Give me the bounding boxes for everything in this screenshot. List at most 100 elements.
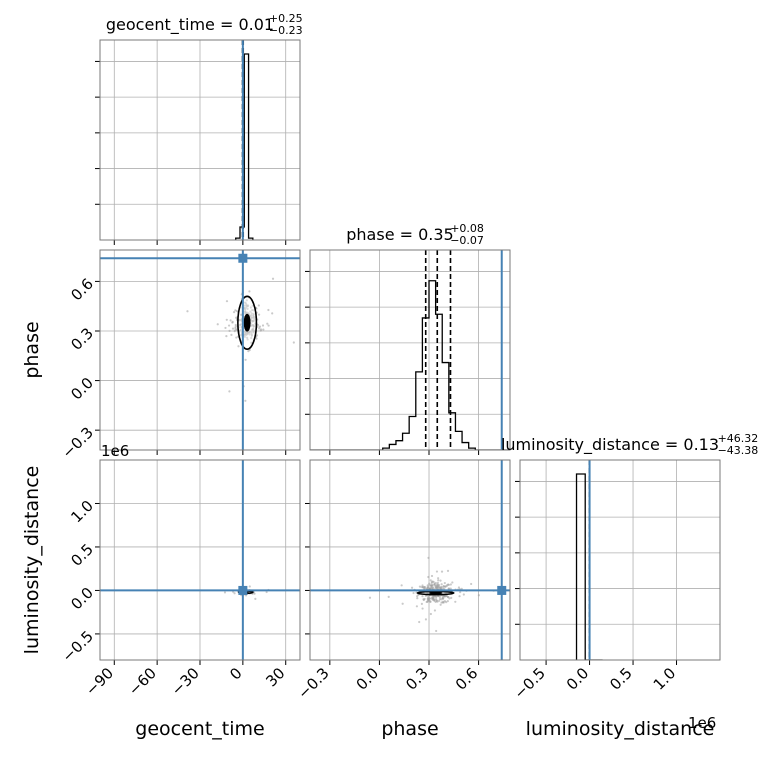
sample-point xyxy=(410,586,414,589)
sample-point xyxy=(250,312,253,315)
tick-label-x: 30 xyxy=(262,664,288,690)
tick-label-x: −30 xyxy=(168,664,203,699)
sample-point xyxy=(292,341,295,344)
sample-point xyxy=(265,590,268,594)
sample-point xyxy=(427,595,430,599)
sample-point xyxy=(416,597,419,600)
sample-point xyxy=(442,585,445,588)
truth-marker xyxy=(238,585,248,595)
scatter-panel-geocent_time-phase: −0.3 0.0 0.3 0.6 xyxy=(59,249,301,462)
sample-point xyxy=(454,600,457,603)
sample-point xyxy=(231,327,235,330)
panel-border xyxy=(309,459,511,661)
scatter-panel-geocent_time-phase-content xyxy=(100,250,300,450)
tick-label-y: 0.6 xyxy=(67,275,97,305)
sample-point xyxy=(433,583,436,586)
sample-point xyxy=(470,582,473,586)
sample-point xyxy=(438,597,442,601)
title-plus: +46.32 xyxy=(718,432,759,445)
panel-border xyxy=(99,39,301,241)
sample-point xyxy=(422,598,425,602)
sample-point xyxy=(427,556,430,559)
sample-point xyxy=(266,322,269,325)
scatter-panel-geocent_time-luminosity_distance: −90 −60 −30 0 30 −0.5 0.0 0.5 1.0 xyxy=(59,459,301,699)
sample-point xyxy=(235,316,238,319)
sample-point xyxy=(261,324,265,327)
scatter-panel-geocent_time-luminosity_distance-content xyxy=(100,460,300,660)
truth-marker xyxy=(497,585,507,595)
sample-point xyxy=(225,300,229,303)
sample-point xyxy=(446,569,450,572)
sample-point xyxy=(443,600,446,603)
sample-point xyxy=(235,336,238,339)
sample-point xyxy=(247,304,250,307)
sample-point xyxy=(247,331,251,334)
hist-panel-luminosity_distance-content xyxy=(520,460,720,660)
truth-marker xyxy=(238,253,248,263)
sample-point xyxy=(426,600,429,603)
y-offset-label: 1e6 xyxy=(101,442,129,460)
title-minus: −0.07 xyxy=(450,234,484,247)
sample-point xyxy=(447,583,450,586)
tick-label-y: 0.3 xyxy=(67,324,97,354)
tick-label-x: 0 xyxy=(226,664,245,683)
sample-point xyxy=(225,335,228,338)
sample-point xyxy=(440,583,443,586)
sample-point xyxy=(255,337,258,340)
sample-point xyxy=(271,277,275,280)
sample-point xyxy=(252,327,255,330)
density-core xyxy=(429,591,443,595)
sample-point xyxy=(477,594,480,597)
sample-point xyxy=(244,399,247,402)
sample-point xyxy=(431,580,434,583)
y-axis-label-phase: phase xyxy=(21,321,43,378)
sample-point xyxy=(223,591,227,594)
sample-point xyxy=(400,584,403,587)
sample-point xyxy=(216,323,219,326)
tick-label-x: 0.0 xyxy=(563,664,593,694)
sample-point xyxy=(228,390,231,393)
density-core xyxy=(243,313,251,332)
sample-point xyxy=(433,609,437,612)
sample-point xyxy=(255,334,259,337)
panel-border xyxy=(519,459,721,661)
sample-point xyxy=(437,579,440,582)
sample-point xyxy=(271,312,274,315)
sample-point xyxy=(430,584,433,588)
sample-point xyxy=(387,595,390,598)
x-axis-label-luminosity_distance: luminosity_distance xyxy=(526,718,715,740)
sample-point xyxy=(229,319,232,322)
tick-label-x: 0.6 xyxy=(452,664,482,694)
tick-label-y: 0.0 xyxy=(67,374,97,404)
sample-point xyxy=(252,319,255,322)
panel-title: phase = 0.35 xyxy=(346,225,453,244)
sample-point xyxy=(239,328,242,332)
sample-point xyxy=(250,319,253,322)
sample-point xyxy=(267,324,270,327)
tick-label-y: −0.3 xyxy=(59,423,97,461)
sample-point xyxy=(250,314,253,317)
sample-point xyxy=(440,570,444,573)
sample-point xyxy=(248,333,251,336)
sample-point xyxy=(437,577,440,580)
histogram-geocent_time xyxy=(235,53,254,240)
sample-point xyxy=(438,595,442,599)
y-axis-label-luminosity_distance: luminosity_distance xyxy=(21,466,43,655)
sample-point xyxy=(425,587,428,590)
sample-point xyxy=(243,335,247,338)
sample-point xyxy=(449,587,452,590)
sample-point xyxy=(438,599,441,602)
sample-point xyxy=(438,584,441,587)
sample-point xyxy=(254,597,257,600)
sample-point xyxy=(435,570,439,573)
sample-point xyxy=(257,313,261,316)
tick-label-y: −0.5 xyxy=(59,627,97,665)
sample-point xyxy=(418,620,421,624)
sample-point xyxy=(252,309,255,312)
hist-panel-phase-content xyxy=(310,250,510,450)
sample-point xyxy=(436,594,440,598)
title-plus: +0.25 xyxy=(269,12,303,25)
sample-point xyxy=(246,307,249,310)
sample-point xyxy=(457,586,461,589)
tick-label-x: −0.5 xyxy=(510,664,548,702)
